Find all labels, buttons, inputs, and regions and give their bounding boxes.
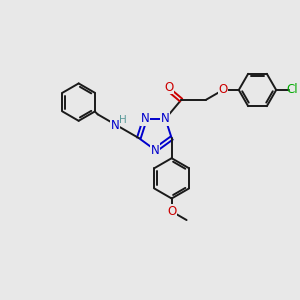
Text: Cl: Cl xyxy=(287,83,298,97)
Text: O: O xyxy=(218,83,228,97)
Text: N: N xyxy=(151,143,160,157)
Text: O: O xyxy=(167,205,176,218)
Text: H: H xyxy=(119,115,127,124)
Text: N: N xyxy=(111,119,120,132)
Text: N: N xyxy=(141,112,149,125)
Text: O: O xyxy=(164,80,174,94)
Text: N: N xyxy=(161,112,170,125)
